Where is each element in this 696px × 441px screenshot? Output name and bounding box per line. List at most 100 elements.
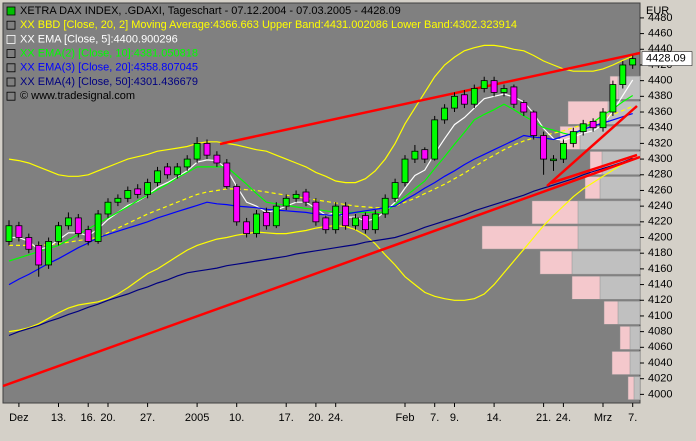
y-tick-label: 4020 <box>648 373 672 385</box>
x-tick-label: 24. <box>328 412 343 424</box>
legend-text: XX EMA [Close, 5]:4400.900296 <box>20 33 178 45</box>
candle-body <box>282 197 290 207</box>
candle-body <box>530 111 538 136</box>
indicator-lines <box>8 44 634 337</box>
candle-body <box>332 205 340 231</box>
candle-body <box>262 212 270 227</box>
y-tick-label: 4160 <box>648 263 672 275</box>
indicator-line <box>8 157 633 337</box>
candle-body <box>272 205 280 227</box>
candle-body <box>163 166 171 176</box>
candle-body <box>203 142 211 156</box>
legend-text: XX BBD [Close, 20, 2] Moving Average:436… <box>20 19 517 31</box>
candle-body <box>391 182 399 199</box>
candle-body <box>441 107 449 121</box>
profile-bar <box>633 376 641 400</box>
y-tick-label: 4380 <box>648 90 672 102</box>
candle-body <box>381 197 389 215</box>
upper-band <box>8 44 633 184</box>
x-tick-label: 20. <box>308 412 323 424</box>
y-tick-label: 4460 <box>648 27 672 39</box>
candle-body <box>550 158 557 162</box>
profile-bar <box>629 326 641 350</box>
x-tick-label: 17. <box>279 412 294 424</box>
x-tick-label: 21. <box>536 412 551 424</box>
candle-body <box>5 225 13 242</box>
candle-body <box>629 58 637 66</box>
legend-text: XX EMA(4) [Close, 50]:4301.436679 <box>20 76 198 88</box>
profile-bar <box>629 351 641 375</box>
x-tick-label: Feb <box>396 412 415 424</box>
y-tick-label: 4340 <box>648 122 672 134</box>
indicator-line <box>8 94 634 262</box>
candle-body <box>74 217 82 234</box>
legend-text: XX EMA(2) [Close, 10]:4381.050818 <box>20 48 198 60</box>
candle-body <box>114 197 122 203</box>
legend-text: © www.tradesignal.com <box>20 90 135 102</box>
candle-body <box>361 215 369 231</box>
x-tick-label: 16. <box>81 412 96 424</box>
legend-icon <box>6 35 16 44</box>
candle-body <box>342 205 350 227</box>
candle-body <box>15 225 23 238</box>
indicator-line <box>9 79 634 250</box>
candle-body <box>144 182 152 195</box>
legend-text: XX EMA(3) [Close, 20]:4358.807045 <box>20 62 198 74</box>
last-price-box <box>641 51 693 66</box>
legend-text: XETRA DAX INDEX, .GDAXI, Tageschart - 07… <box>20 5 401 17</box>
legend-icon <box>6 77 16 87</box>
x-tick-label: 9. <box>450 412 459 424</box>
x-tick-label: 7. <box>430 412 439 424</box>
candle-body <box>253 213 260 234</box>
x-tick-label: 24. <box>556 412 571 424</box>
candle-body <box>490 80 498 93</box>
x-tick-label: Dez <box>9 412 29 424</box>
candle-body <box>223 162 231 187</box>
y-tick-label: 4300 <box>648 153 672 165</box>
candle-body <box>579 123 587 133</box>
legend-icon <box>6 63 16 73</box>
candle-body <box>35 244 43 266</box>
trendline <box>2 155 641 388</box>
y-tick-label: 4140 <box>648 278 672 290</box>
y-tick-label: 4280 <box>648 169 672 181</box>
axes: 4000 4020 4040 4060 4080 4100 4120 4140 4160 4180… <box>9 12 693 424</box>
trendlines <box>2 51 641 388</box>
y-tick-label: 4100 <box>648 310 672 322</box>
x-tick-label: 14. <box>486 412 501 424</box>
candle-body <box>55 225 62 242</box>
trendline <box>219 51 641 146</box>
x-tick-label: 27. <box>140 412 155 424</box>
candle-body <box>322 217 330 231</box>
legend-icon <box>6 20 16 30</box>
candle-body <box>154 170 161 184</box>
candle-body <box>312 201 320 223</box>
candle-body <box>134 188 142 195</box>
candle-body <box>213 154 221 164</box>
x-tick-label: 7. <box>628 412 637 424</box>
candle-body <box>233 186 241 223</box>
y-tick-label: 4260 <box>648 184 672 196</box>
x-tick-label: 13. <box>51 412 66 424</box>
candle-body <box>500 88 508 93</box>
trendline <box>546 105 638 187</box>
candle-body <box>173 166 181 176</box>
candle-body <box>104 201 112 215</box>
candle-body <box>560 142 567 160</box>
candle-body <box>619 64 627 85</box>
y-tick-label: 4080 <box>648 326 672 338</box>
y-tick-label: 4180 <box>648 247 672 259</box>
candle-body <box>84 229 92 242</box>
candle-body <box>183 158 191 168</box>
y-tick-label: 4240 <box>648 200 672 212</box>
candle-body <box>124 190 132 199</box>
candle-body <box>65 217 72 227</box>
lower-band <box>8 156 634 333</box>
x-tick-label: Mrz <box>594 412 612 424</box>
profile-bar <box>599 275 641 300</box>
candle-body <box>292 193 300 199</box>
y-tick-label: 4220 <box>648 216 672 228</box>
last-price-label: 4428.09 <box>646 53 686 65</box>
